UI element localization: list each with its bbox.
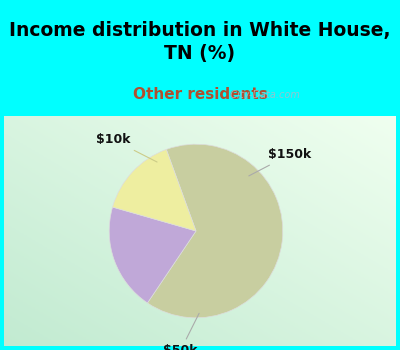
Text: City-Data.com: City-Data.com <box>224 90 300 100</box>
Wedge shape <box>112 149 196 231</box>
Text: $150k: $150k <box>249 148 311 176</box>
Text: Income distribution in White House,
TN (%): Income distribution in White House, TN (… <box>9 21 391 63</box>
Text: $50k: $50k <box>163 313 199 350</box>
Text: $10k: $10k <box>96 133 157 162</box>
Wedge shape <box>148 144 283 318</box>
Wedge shape <box>109 207 196 303</box>
Text: Other residents: Other residents <box>133 87 267 102</box>
